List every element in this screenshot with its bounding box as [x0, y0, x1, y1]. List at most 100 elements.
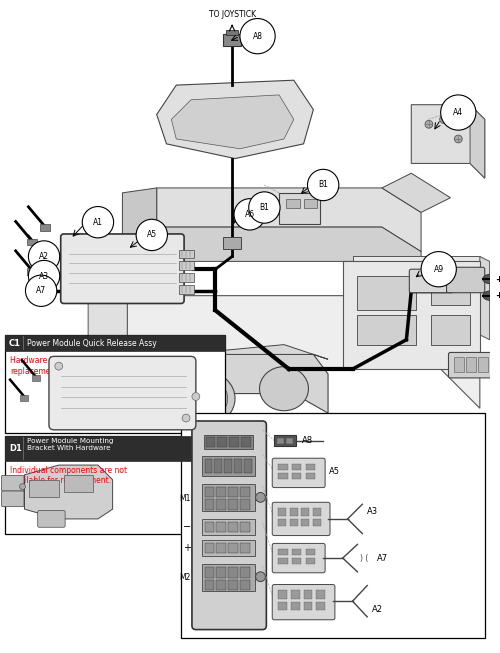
- FancyBboxPatch shape: [448, 353, 492, 378]
- Polygon shape: [382, 173, 450, 212]
- Text: A7: A7: [36, 286, 46, 295]
- Text: A6: A6: [244, 210, 255, 219]
- Circle shape: [192, 392, 200, 400]
- Bar: [278, 558, 287, 564]
- FancyBboxPatch shape: [272, 543, 325, 573]
- Polygon shape: [412, 104, 484, 178]
- Circle shape: [454, 135, 462, 143]
- Bar: [226, 30, 238, 35]
- Circle shape: [308, 169, 339, 200]
- Bar: [277, 438, 284, 443]
- Polygon shape: [128, 296, 480, 408]
- Text: A5: A5: [146, 231, 157, 240]
- Circle shape: [440, 95, 476, 130]
- Circle shape: [266, 195, 272, 201]
- Bar: [64, 475, 93, 492]
- Bar: [278, 590, 287, 599]
- Circle shape: [454, 120, 462, 128]
- Bar: [278, 473, 287, 479]
- Bar: [279, 193, 320, 224]
- Bar: [216, 580, 226, 590]
- Bar: [28, 238, 37, 246]
- Bar: [224, 34, 241, 46]
- Bar: [278, 464, 287, 470]
- Ellipse shape: [184, 378, 228, 419]
- Bar: [286, 199, 300, 208]
- Text: D1: D1: [9, 444, 22, 453]
- Bar: [306, 473, 315, 479]
- Bar: [28, 268, 37, 275]
- FancyBboxPatch shape: [272, 502, 330, 535]
- Bar: [218, 437, 227, 447]
- Bar: [204, 459, 212, 473]
- Text: Individual components are not
available for replacement.: Individual components are not available …: [10, 466, 127, 485]
- Bar: [301, 519, 309, 526]
- Text: A8: A8: [252, 31, 262, 40]
- Polygon shape: [24, 465, 112, 519]
- FancyBboxPatch shape: [2, 491, 24, 507]
- Circle shape: [271, 207, 278, 214]
- FancyBboxPatch shape: [410, 269, 448, 293]
- Bar: [204, 580, 214, 590]
- Bar: [229, 437, 239, 447]
- Bar: [240, 543, 250, 553]
- Bar: [20, 395, 28, 401]
- Bar: [216, 486, 226, 498]
- Ellipse shape: [260, 366, 308, 411]
- FancyBboxPatch shape: [192, 421, 266, 629]
- Bar: [5, 335, 225, 351]
- Text: +: +: [496, 291, 500, 300]
- Bar: [40, 253, 50, 260]
- Circle shape: [26, 275, 57, 306]
- Polygon shape: [181, 345, 328, 359]
- Bar: [181, 413, 484, 639]
- Bar: [179, 273, 194, 282]
- Text: Power Module Quick Release Assy: Power Module Quick Release Assy: [28, 339, 157, 347]
- Circle shape: [20, 484, 26, 490]
- Bar: [358, 276, 416, 310]
- Text: A4: A4: [453, 108, 464, 117]
- Text: A2: A2: [39, 252, 49, 261]
- Bar: [290, 519, 298, 526]
- Bar: [292, 558, 302, 564]
- Bar: [228, 543, 238, 553]
- Circle shape: [136, 219, 168, 251]
- Bar: [431, 315, 470, 345]
- Text: A8: A8: [302, 436, 312, 445]
- Bar: [40, 224, 50, 231]
- FancyBboxPatch shape: [2, 475, 24, 491]
- Bar: [228, 567, 238, 578]
- Polygon shape: [122, 188, 156, 286]
- Bar: [5, 436, 225, 461]
- Bar: [286, 438, 293, 443]
- Bar: [278, 508, 286, 516]
- Bar: [291, 590, 300, 599]
- Circle shape: [248, 192, 280, 223]
- Bar: [278, 602, 287, 611]
- Bar: [312, 508, 320, 516]
- Bar: [454, 357, 464, 372]
- Bar: [234, 459, 242, 473]
- Text: B1: B1: [318, 180, 328, 189]
- Bar: [202, 456, 254, 476]
- Circle shape: [421, 251, 456, 287]
- Bar: [5, 436, 225, 534]
- Bar: [292, 473, 302, 479]
- FancyBboxPatch shape: [38, 511, 65, 527]
- Text: M2: M2: [180, 573, 191, 582]
- Polygon shape: [470, 104, 484, 178]
- Polygon shape: [156, 80, 314, 159]
- Text: A2: A2: [372, 605, 383, 614]
- Bar: [478, 357, 488, 372]
- Circle shape: [234, 199, 266, 230]
- Bar: [32, 375, 40, 381]
- Circle shape: [182, 414, 190, 422]
- Text: ) (: ) (: [360, 554, 368, 563]
- Circle shape: [425, 120, 433, 128]
- Bar: [228, 486, 238, 498]
- Text: TO JOYSTICK: TO JOYSTICK: [208, 10, 256, 18]
- Text: M1: M1: [180, 494, 191, 503]
- Bar: [202, 519, 254, 535]
- Text: Hardware is not available individually for
replacement.: Hardware is not available individually f…: [10, 357, 168, 375]
- Bar: [204, 522, 214, 532]
